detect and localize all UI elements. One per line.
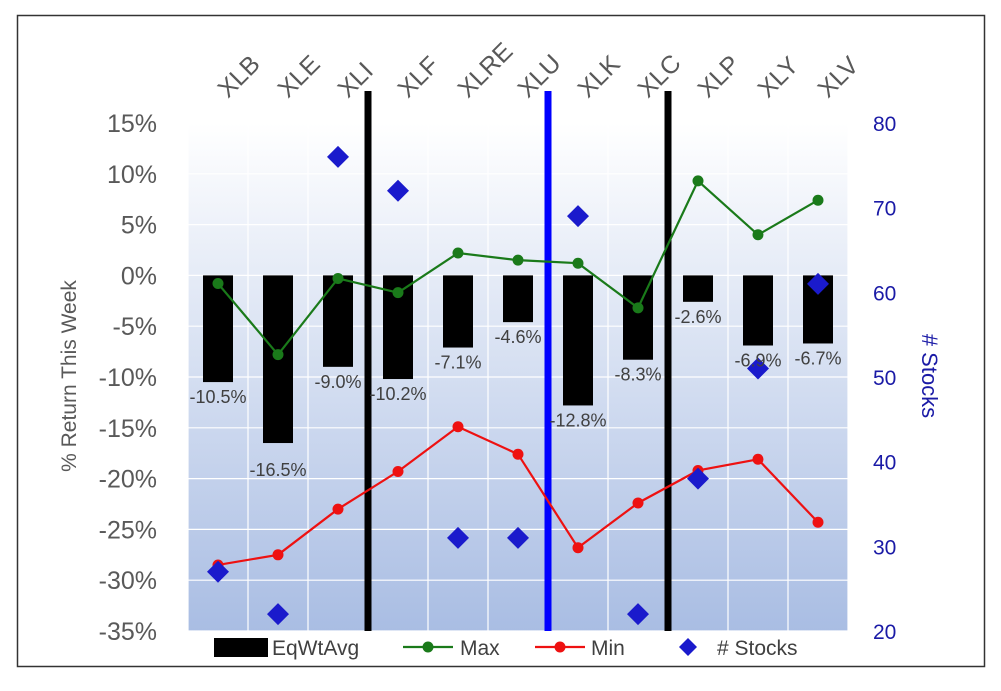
point-max <box>332 272 344 284</box>
point-min <box>812 516 824 528</box>
y2-tick-label: 60 <box>873 282 896 305</box>
legend-label-min: Min <box>591 637 625 660</box>
point-stocks <box>447 526 469 549</box>
point-min <box>392 465 404 477</box>
bar-data-label: -6.9% <box>734 351 781 371</box>
point-stocks <box>567 205 589 228</box>
point-min <box>572 542 584 554</box>
legend: EqWtAvg Max Min # Stocks <box>214 637 798 660</box>
legend-label-stocks: # Stocks <box>717 637 798 660</box>
legend-marker-stocks <box>679 638 697 656</box>
point-stocks <box>387 179 409 202</box>
y-tick-label: -15% <box>99 415 157 443</box>
bar-eqwtavg <box>683 275 713 302</box>
bar-data-label: -8.3% <box>614 365 661 385</box>
bar-data-label: -16.5% <box>249 460 306 480</box>
bar-eqwtavg <box>443 275 473 348</box>
legend-label-max: Max <box>460 637 500 660</box>
y-tick-label: -10% <box>99 364 157 392</box>
point-min <box>272 549 284 561</box>
bar-data-label: -10.5% <box>189 387 246 407</box>
point-max <box>752 229 764 241</box>
point-max <box>272 349 284 361</box>
legend-label-eqwtavg: EqWtAvg <box>272 637 359 660</box>
point-max <box>812 194 824 206</box>
y2-tick-label: 20 <box>873 621 896 644</box>
point-max <box>452 247 464 259</box>
y-tick-label: -35% <box>99 618 157 646</box>
markers <box>207 145 829 626</box>
bar-eqwtavg <box>323 275 353 367</box>
y-tick-label: -30% <box>99 567 157 595</box>
point-max <box>512 254 524 266</box>
point-min <box>512 448 524 460</box>
bar-data-label: -12.8% <box>549 410 606 430</box>
point-stocks <box>687 467 709 490</box>
y-tick-label: 15% <box>107 110 157 138</box>
bar-eqwtavg <box>743 275 773 346</box>
point-stocks <box>267 603 289 626</box>
point-max <box>212 278 224 290</box>
bar-data-label: -6.7% <box>794 348 841 368</box>
y2-tick-label: 50 <box>873 367 896 390</box>
bar-data-label: -7.1% <box>434 353 481 373</box>
point-stocks <box>507 526 529 549</box>
bar-data-label: -10.2% <box>369 384 426 404</box>
y-tick-label: 10% <box>107 161 157 189</box>
y-tick-label: 5% <box>121 212 157 240</box>
y-tick-label: -20% <box>99 466 157 494</box>
bar-eqwtavg <box>623 275 653 360</box>
legend-marker-max <box>422 641 434 653</box>
y2-tick-label: 40 <box>873 452 896 475</box>
point-min <box>332 503 344 515</box>
y2-tick-label: 70 <box>873 198 896 221</box>
y-axis-title: % Return This Week <box>58 280 81 472</box>
y2-tick-label: 80 <box>873 113 896 136</box>
point-stocks <box>327 145 349 168</box>
y-tick-label: -25% <box>99 516 157 544</box>
point-max <box>692 175 704 187</box>
point-stocks <box>747 357 769 380</box>
bar-data-label: -9.0% <box>314 372 361 392</box>
point-min <box>452 421 464 433</box>
point-stocks <box>207 560 229 583</box>
data-labels: -10.5% -16.5% -9.0% -10.2% -7.1% -4.6% -12.8% -… <box>189 307 841 480</box>
point-max <box>572 257 584 269</box>
y-tick-label: -5% <box>113 313 157 341</box>
y2-axis-title: # Stocks <box>917 334 942 418</box>
legend-swatch-eqwtavg <box>214 638 268 657</box>
point-max <box>632 302 644 314</box>
point-max <box>392 287 404 299</box>
point-stocks <box>807 272 829 295</box>
y2-tick-label: 30 <box>873 536 896 559</box>
point-min <box>752 453 764 465</box>
point-min <box>632 497 644 509</box>
y-tick-label: 0% <box>121 262 157 290</box>
legend-marker-min <box>554 641 566 653</box>
bar-data-label: -4.6% <box>494 327 541 347</box>
category-separators <box>364 91 672 631</box>
point-stocks <box>627 603 649 626</box>
bar-eqwtavg <box>503 275 533 323</box>
bar-data-label: -2.6% <box>674 307 721 327</box>
bar-eqwtavg <box>203 275 233 383</box>
bar-eqwtavg <box>563 275 593 406</box>
